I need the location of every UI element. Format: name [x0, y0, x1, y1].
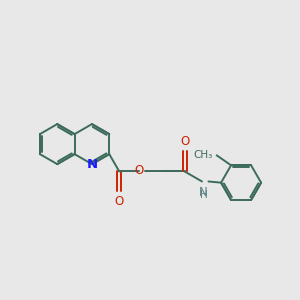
Text: O: O: [180, 136, 189, 148]
Text: N: N: [86, 158, 98, 171]
Text: H: H: [200, 190, 207, 200]
Text: CH₃: CH₃: [193, 150, 212, 160]
Text: O: O: [135, 164, 144, 177]
Text: O: O: [115, 195, 124, 208]
Text: N: N: [199, 186, 208, 199]
